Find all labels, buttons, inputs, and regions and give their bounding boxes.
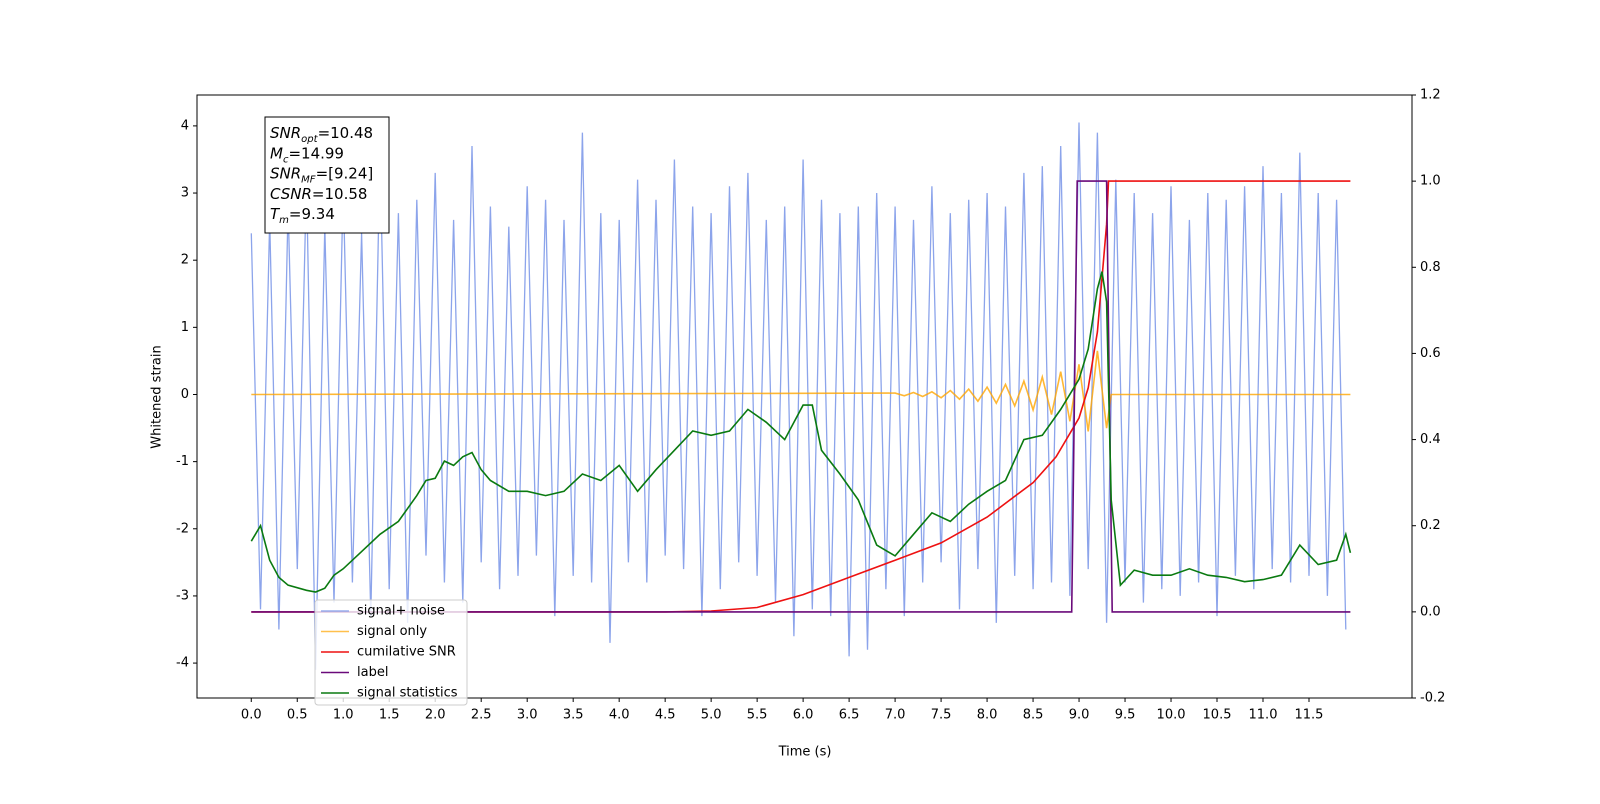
y2-tick-label: 0.6: [1420, 346, 1441, 361]
x-tick-label: 4.5: [655, 708, 676, 723]
annotation: CSNR=10.58: [270, 184, 367, 202]
series-line: [251, 180, 1351, 613]
annotation: Mc=14.99: [270, 144, 344, 165]
annotation-main: SNR: [270, 164, 301, 182]
x-tick-label: 4.0: [609, 708, 630, 723]
annotation-main: SNR: [270, 124, 301, 142]
x-tick-label: 11.0: [1249, 708, 1278, 723]
x-tick-label: 3.0: [517, 708, 538, 723]
y-tick-label: 4: [181, 118, 189, 133]
x-tick-label: 2.0: [425, 708, 446, 723]
annotation-sub: m: [279, 215, 289, 226]
x-tick-label: 0.5: [287, 708, 308, 723]
y2-tick-label: 0.0: [1420, 604, 1441, 619]
series-line: [250, 122, 1347, 670]
legend-label: label: [357, 665, 388, 680]
series-line: [250, 271, 1352, 593]
annotation: SNRMF=[9.24]: [270, 164, 373, 185]
annotation-main: M: [270, 144, 283, 162]
y-tick-label: -4: [176, 656, 189, 671]
y2-tick-label: 0.2: [1420, 518, 1441, 533]
x-tick-label: 2.5: [471, 708, 492, 723]
x-tick-label: 7.0: [885, 708, 906, 723]
plot-frame: [196, 94, 1413, 699]
annotation-box: [264, 116, 390, 234]
x-tick-label: 6.0: [793, 708, 814, 723]
annotation-main: CSNR: [270, 184, 312, 202]
legend-label: signal+ noise: [357, 604, 445, 619]
y2-tick-label: 1.0: [1420, 174, 1441, 189]
x-axis-label: Time (s): [778, 745, 832, 760]
x-tick-label: 10.5: [1203, 708, 1232, 723]
y-axis-label: Whitened strain: [150, 345, 165, 448]
annotation: SNRopt=10.48: [270, 124, 373, 145]
x-tick-label: 5.0: [701, 708, 722, 723]
annotation-value: =14.99: [288, 144, 344, 162]
legend-label: cumilative SNR: [357, 645, 456, 660]
y-tick-label: 3: [181, 186, 189, 201]
y2-tick-label: 0.8: [1420, 260, 1441, 275]
annotation-main: T: [270, 205, 281, 223]
x-tick-label: 1.0: [333, 708, 354, 723]
legend-label: signal statistics: [357, 686, 458, 701]
x-tick-label: 3.5: [563, 708, 584, 723]
annotation-value: =9.34: [289, 205, 335, 223]
y2-tick-label: -0.2: [1420, 691, 1445, 706]
y2-tick-label: 0.4: [1420, 432, 1441, 447]
x-tick-label: 9.5: [1115, 708, 1136, 723]
y-tick-label: -2: [176, 521, 189, 536]
annotation-sub: c: [283, 154, 289, 165]
x-tick-label: 0.0: [241, 708, 262, 723]
series-line: [251, 350, 1351, 432]
annotation-sub: opt: [301, 134, 318, 145]
legend-box: [314, 599, 468, 706]
y2-tick-label: 1.2: [1420, 88, 1441, 103]
x-tick-label: 11.5: [1295, 708, 1324, 723]
x-tick-label: 5.5: [747, 708, 768, 723]
x-tick-label: 9.0: [1069, 708, 1090, 723]
annotation-value: =10.48: [318, 124, 374, 142]
y-tick-label: 0: [181, 387, 189, 402]
y-tick-label: -1: [176, 454, 189, 469]
annotation-sub: MF: [301, 174, 316, 185]
y-tick-label: 1: [181, 320, 189, 335]
y-tick-label: 2: [181, 253, 189, 268]
x-tick-label: 7.5: [931, 708, 952, 723]
annotation: Tm=9.34: [270, 205, 335, 226]
annotation-value: =10.58: [312, 184, 368, 202]
x-tick-label: 8.5: [1023, 708, 1044, 723]
annotation-value: =[9.24]: [316, 164, 374, 182]
x-tick-label: 10.0: [1157, 708, 1186, 723]
series-line: [251, 180, 1351, 613]
x-tick-label: 6.5: [839, 708, 860, 723]
y-tick-label: -3: [176, 588, 189, 603]
x-tick-label: 8.0: [977, 708, 998, 723]
x-tick-label: 1.5: [379, 708, 400, 723]
legend-label: signal only: [357, 624, 427, 639]
